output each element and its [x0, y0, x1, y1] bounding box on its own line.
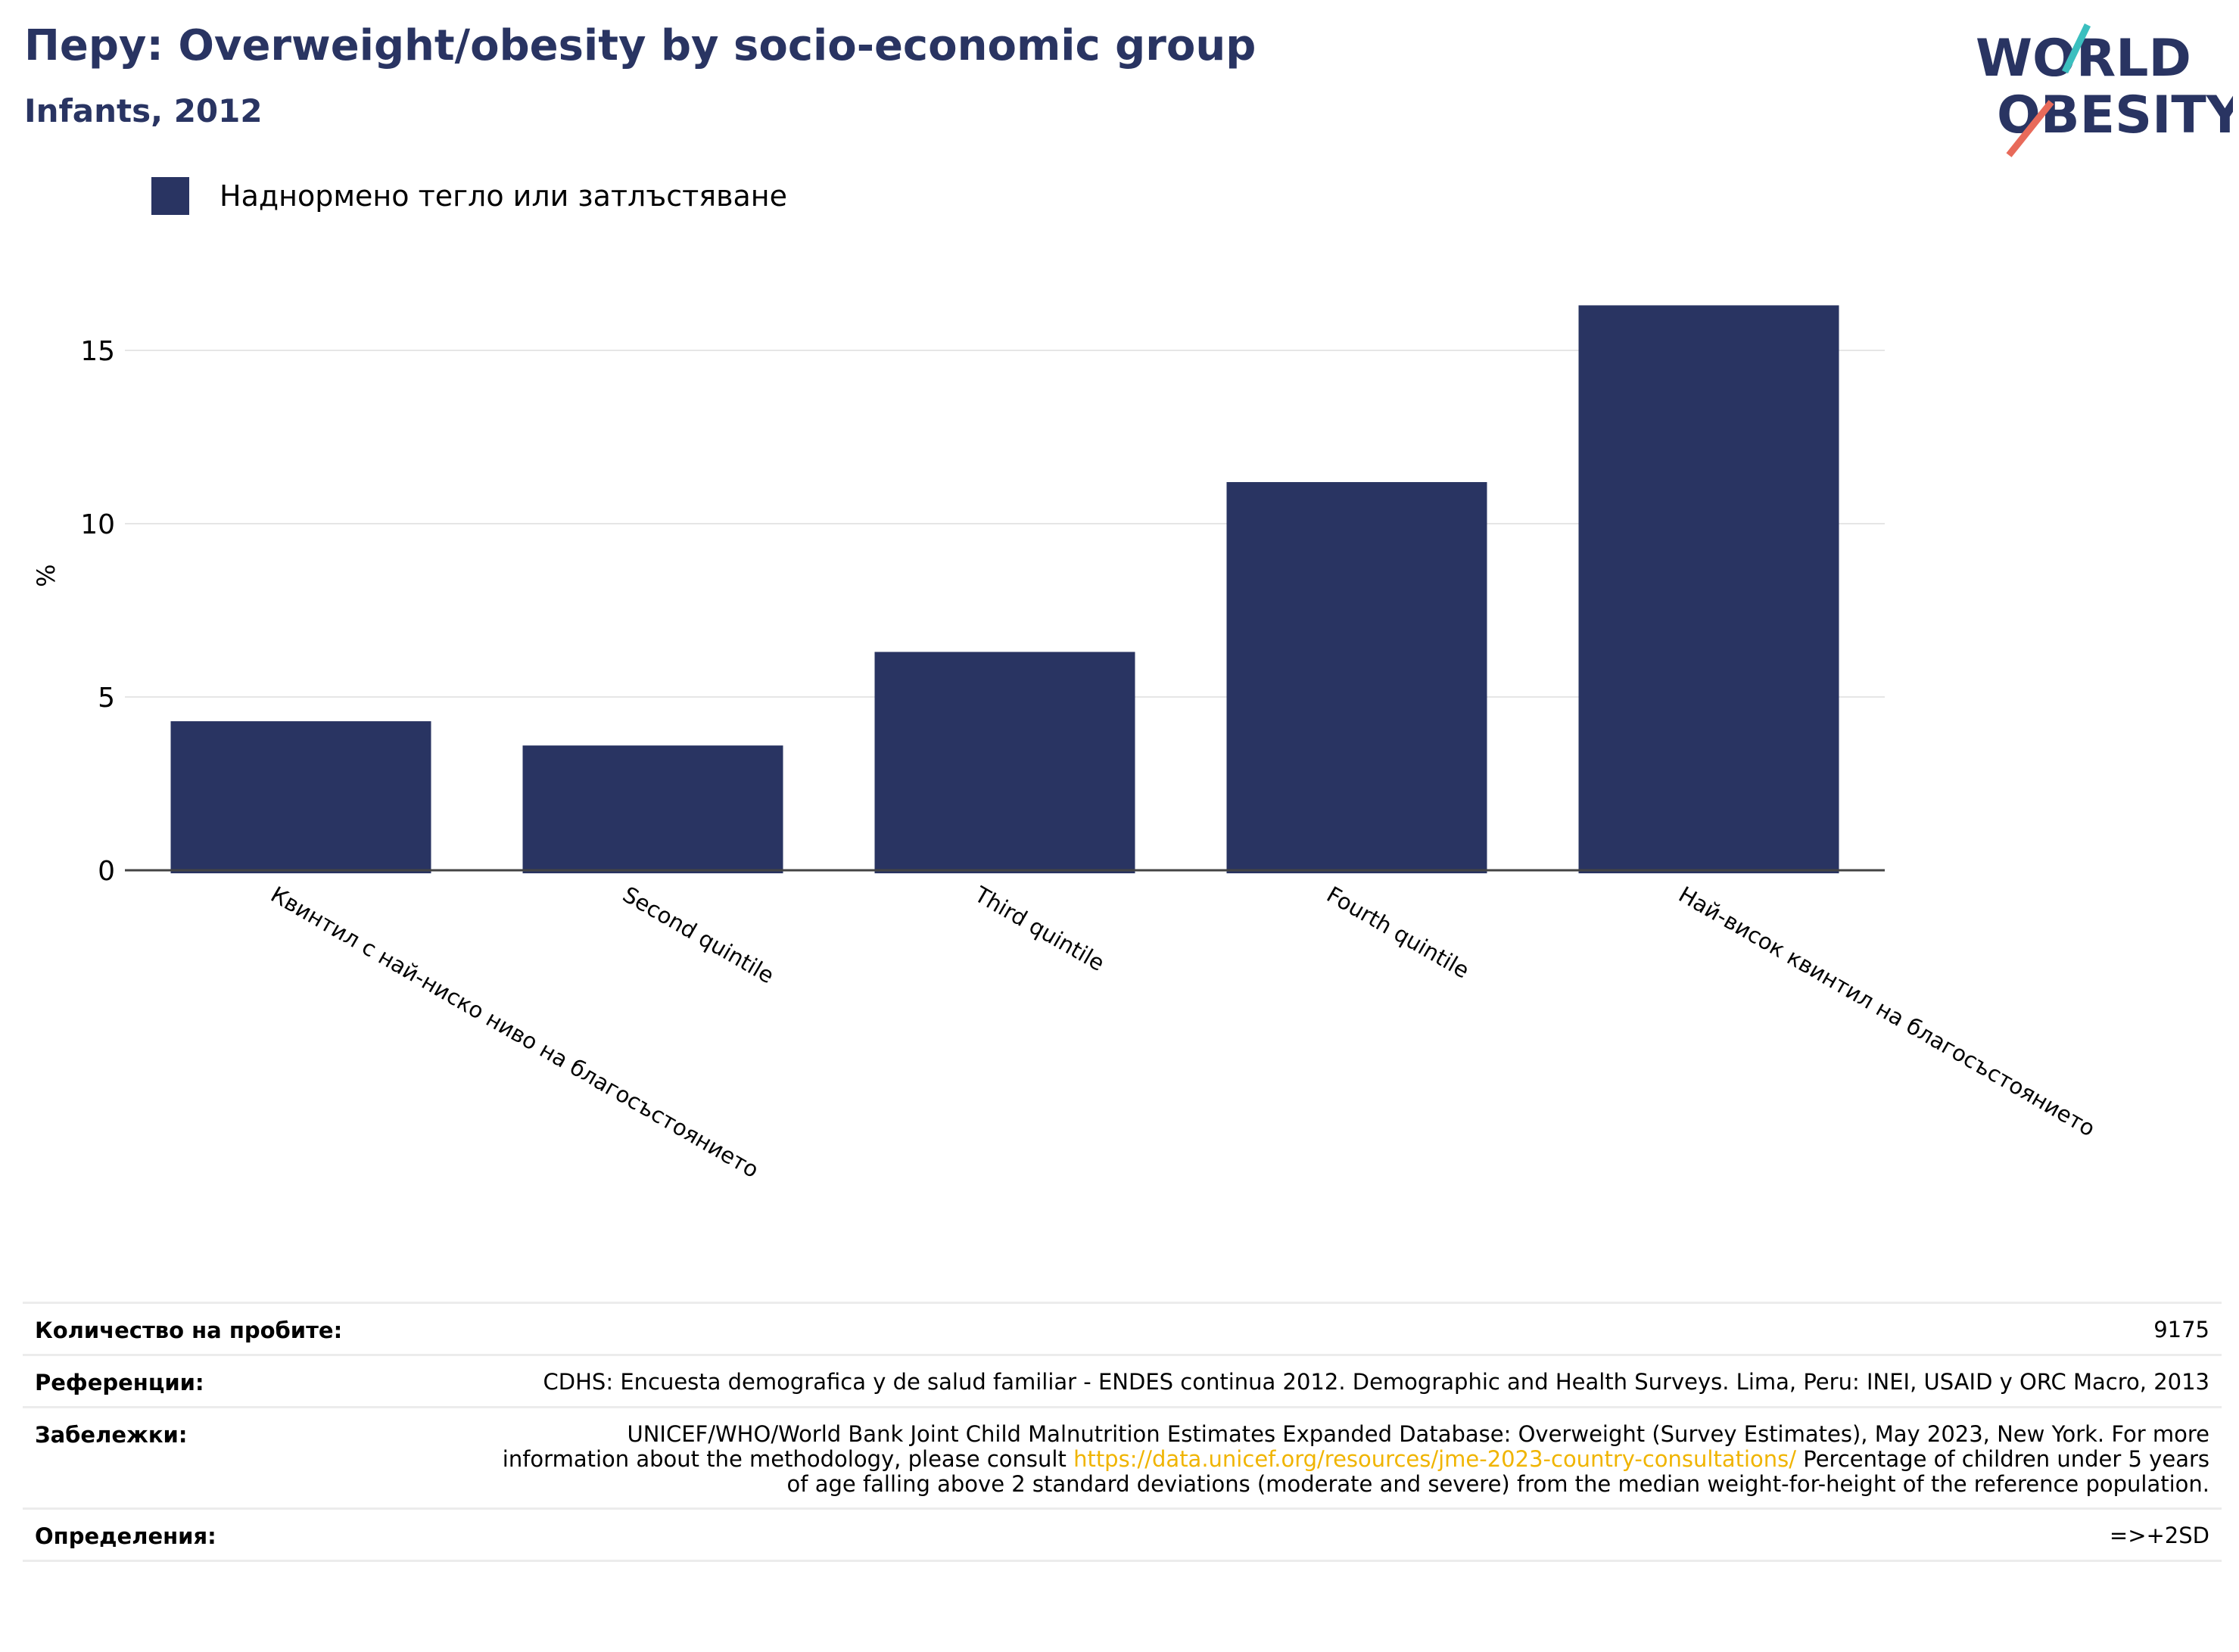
- logo-slash-top: [2061, 23, 2091, 73]
- references-label: Референции:: [35, 1370, 204, 1395]
- y-tick-label: 5: [98, 683, 115, 714]
- info-row-definitions: Определения: =>+2SD: [23, 1507, 2222, 1562]
- bar: [170, 721, 431, 873]
- definitions-label: Определения:: [35, 1523, 216, 1549]
- notes-value: UNICEF/WHO/World Bank Joint Child Malnut…: [499, 1422, 2209, 1497]
- info-row-notes: Забележки: UNICEF/WHO/World Bank Joint C…: [23, 1406, 2222, 1507]
- legend-swatch: [151, 177, 189, 215]
- y-axis-label: %: [32, 564, 61, 586]
- info-table: Количество на пробите: 9175 Референции: …: [23, 1302, 2222, 1562]
- logo-slash-bottom: [2006, 100, 2054, 157]
- methodology-link[interactable]: https://data.unicef.org/resources/jme-20…: [1073, 1446, 1797, 1472]
- bar: [874, 652, 1135, 873]
- notes-label: Забележки:: [35, 1422, 188, 1448]
- x-tick-label: Fourth quintile: [1322, 882, 1474, 984]
- y-tick-label: 0: [98, 856, 115, 887]
- x-tick-label: Second quintile: [618, 882, 778, 989]
- world-obesity-logo: WORLD OBESITY: [1976, 23, 2233, 157]
- info-row-sample: Количество на пробите: 9175: [23, 1302, 2222, 1354]
- legend: Наднормено тегло или затлъстяване: [151, 177, 787, 215]
- x-tick-label: Third quintile: [970, 881, 1109, 976]
- bar: [522, 745, 783, 873]
- chart-title: Перу: Overweight/obesity by socio-econom…: [24, 21, 1257, 70]
- info-row-references: Референции: CDHS: Encuesta demografica y…: [23, 1354, 2222, 1406]
- references-value: CDHS: Encuesta demografica y de salud fa…: [543, 1369, 2209, 1395]
- logo-line2: OBESITY: [1997, 86, 2233, 145]
- x-tick-label: Най-висок квинтил на благосъстоянието: [1674, 882, 2100, 1142]
- bar: [1578, 305, 1839, 874]
- bar: [1226, 482, 1487, 873]
- chart-subtitle: Infants, 2012: [24, 92, 263, 129]
- sample-value: 9175: [2153, 1317, 2209, 1342]
- sample-label: Количество на пробите:: [35, 1318, 343, 1343]
- definitions-value: =>+2SD: [2109, 1523, 2209, 1548]
- notes-text-after: Percentage of children under 5 years of …: [786, 1446, 2209, 1497]
- notes-text-before: UNICEF/WHO/World Bank Joint Child Malnut…: [502, 1421, 2209, 1472]
- y-tick-label: 15: [80, 336, 115, 367]
- y-tick-label: 10: [80, 509, 115, 540]
- legend-label: Наднормено тегло или затлъстяване: [220, 179, 787, 213]
